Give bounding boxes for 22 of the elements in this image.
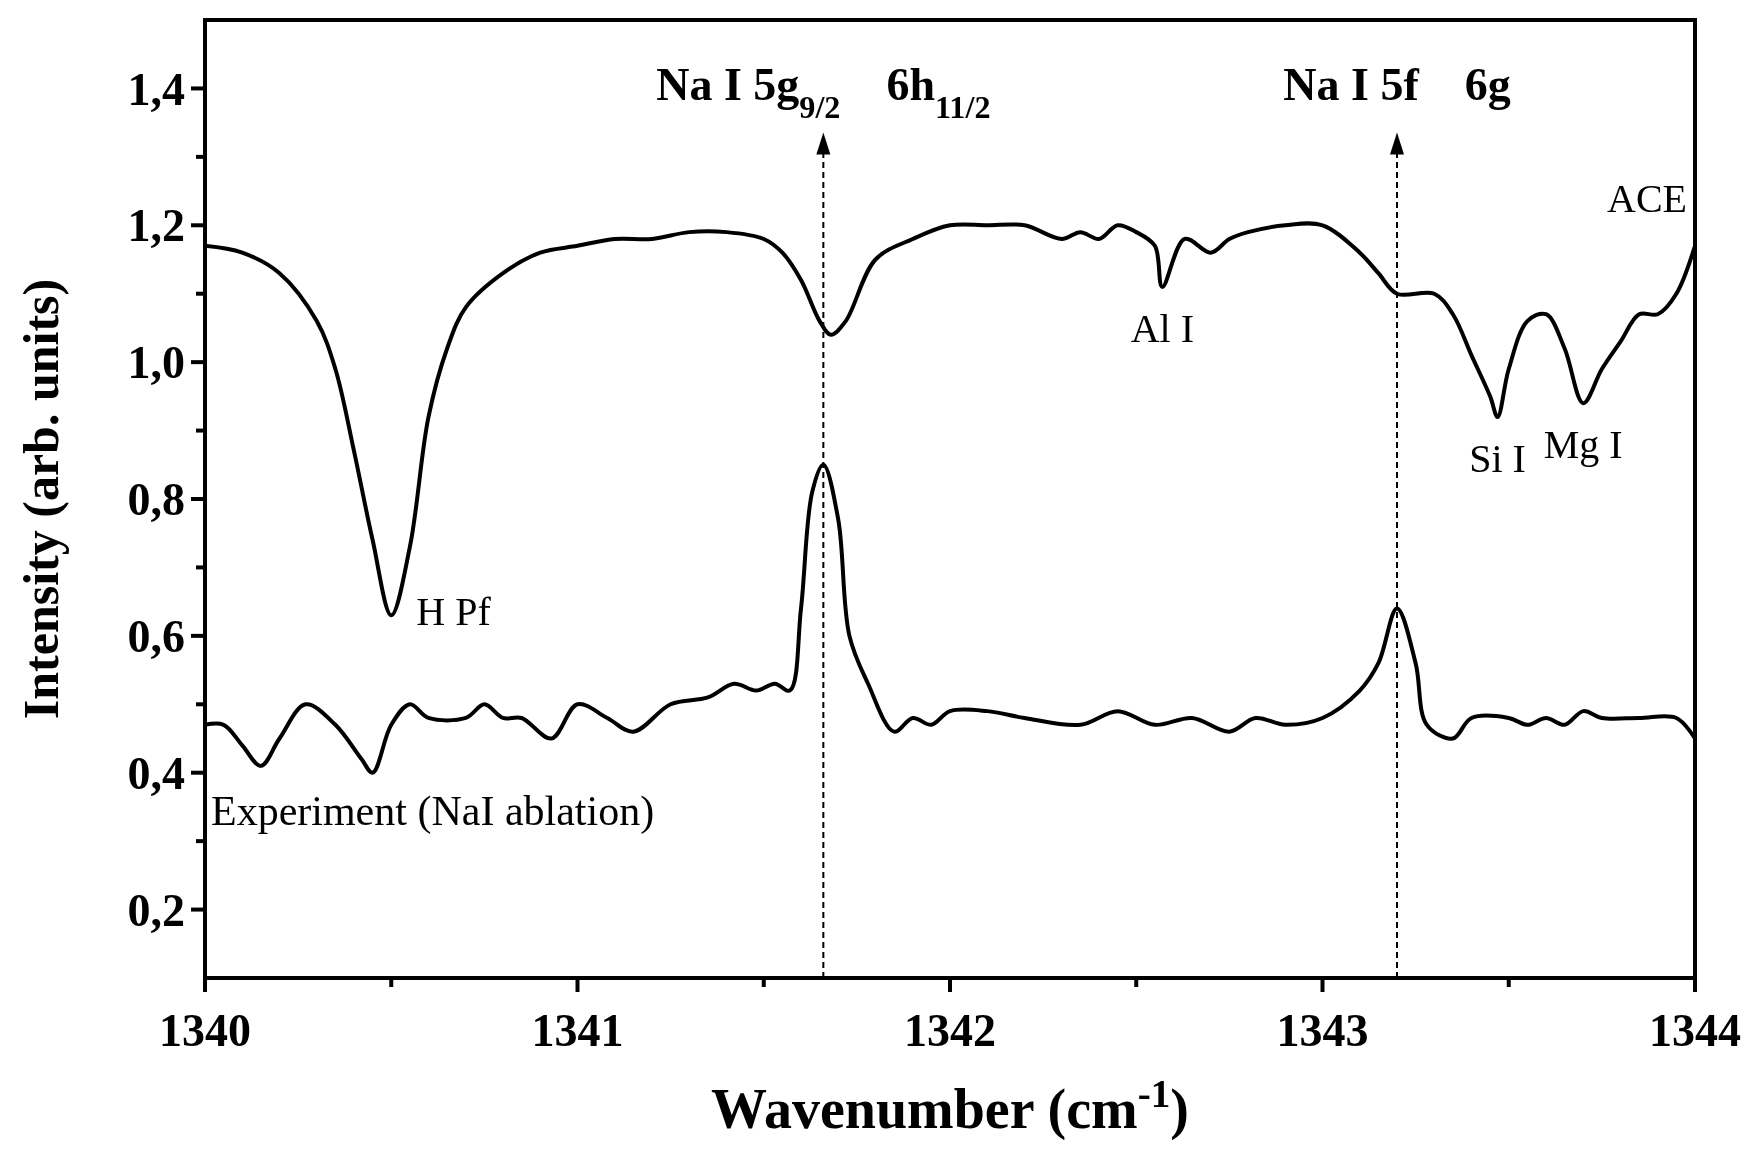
y-tick-label: 0,8 [127, 474, 185, 526]
x-tick-label: 1340 [159, 1005, 251, 1056]
annotation: Si I [1469, 435, 1526, 481]
y-tick-label: 1,0 [127, 337, 185, 389]
y-tick-label: 1,2 [127, 200, 185, 252]
y-tick-label: 0,4 [127, 747, 185, 799]
annotation: Mg I [1543, 422, 1623, 468]
series-label: ACE [1607, 175, 1687, 221]
y-tick-label: 1,4 [127, 63, 185, 115]
text: Na I 5g$_{9/2}$ 6h$_{11/2}$ [656, 59, 991, 126]
x-tick-label: 1343 [1276, 1005, 1369, 1056]
x-tick-label: 1342 [904, 1005, 996, 1056]
series-label: Experiment (NaI ablation) [211, 787, 655, 835]
y-axis-title: Intensity (arb. units) [13, 278, 69, 720]
x-tick-label: 1341 [531, 1005, 624, 1056]
annotation: Al I [1130, 305, 1194, 351]
x-axis-title: Wavenumber (cm$^{-1}$) [710, 1071, 1190, 1141]
y-tick-label: 0,2 [127, 884, 185, 936]
y-tick-label: 0,6 [127, 610, 185, 662]
annotation: H Pf [416, 589, 492, 635]
ref-line-label: Na I 5f 6g [1283, 59, 1511, 111]
x-tick-label: 1344 [1649, 1005, 1741, 1056]
